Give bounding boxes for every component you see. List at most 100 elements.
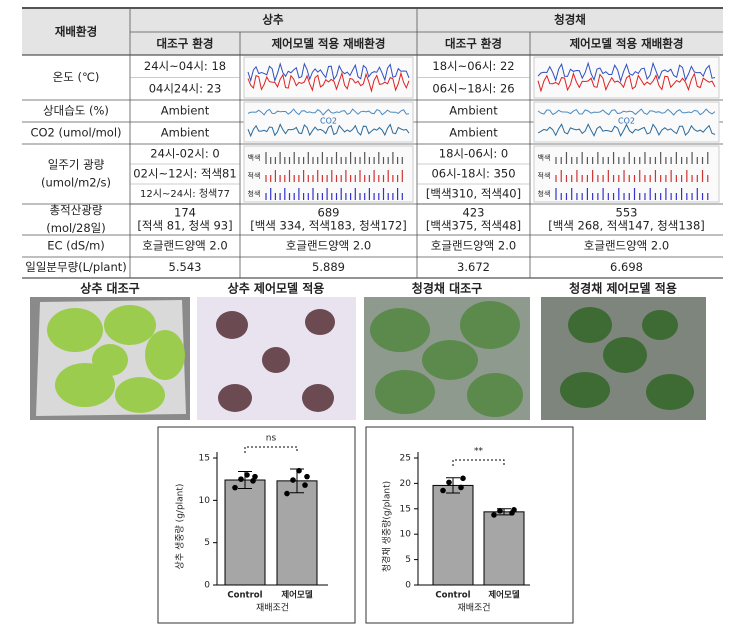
env-graph <box>533 145 720 203</box>
y-tick-label: 0 <box>204 581 210 591</box>
row-label: EC (dS/m) <box>47 239 105 253</box>
env-graph <box>243 145 414 203</box>
graph-label: 백색 <box>538 153 551 162</box>
cell-text: 12시~24시: 청색77 <box>140 188 230 200</box>
cell-text: 689 <box>318 206 340 220</box>
data-point <box>250 478 256 484</box>
sub-header: 대조구 환경 <box>157 37 214 51</box>
data-point <box>491 512 497 518</box>
bokchoy <box>560 307 694 410</box>
graph-label: CO2 <box>618 117 635 126</box>
y-tick-label: 15 <box>400 504 411 514</box>
data-point <box>244 472 250 478</box>
cell-text: 423 <box>463 206 485 220</box>
y-tick-label: 10 <box>199 496 211 506</box>
photo-caption: 상추 제어모델 적용 <box>228 281 325 296</box>
row-label: (umol/m2/s) <box>41 176 111 190</box>
data-point <box>458 484 464 491</box>
data-point <box>304 473 310 480</box>
env-graph-line <box>247 123 410 138</box>
data-point <box>511 507 517 513</box>
cell-text: [백색310, 적색40] <box>426 187 521 201</box>
sub-header: 대조구 환경 <box>445 37 502 51</box>
cell-text: 553 <box>616 206 638 220</box>
annotation: ns <box>266 434 277 444</box>
cell-text: 02시~12시: 적색81 <box>133 167 236 181</box>
bar <box>432 484 474 586</box>
env-graph-line <box>537 61 716 83</box>
table-header: 재배환경 <box>55 25 97 39</box>
error-bar <box>446 477 460 494</box>
env-graph-line <box>537 123 716 137</box>
x-axis-label: 재배조건 <box>457 603 490 614</box>
cell-text: Ambient <box>449 126 498 140</box>
graph-label: CO2 <box>320 117 337 126</box>
env-graph-line <box>247 71 410 93</box>
y-tick-label: 15 <box>199 454 210 464</box>
chart-frame <box>157 426 356 624</box>
row-label: (mol/28일) <box>46 221 106 235</box>
photos <box>30 297 706 420</box>
y-tick-label: 0 <box>405 581 411 591</box>
row-label: CO2 (umol/mol) <box>30 126 121 140</box>
y-tick-label: 20 <box>400 479 412 489</box>
data-point <box>302 482 308 488</box>
env-graph-line <box>247 62 410 83</box>
bokchoy <box>370 301 523 417</box>
row-label: 온도 (℃) <box>53 70 100 84</box>
cell-text: 06시~18시: 26 <box>432 81 514 95</box>
x-tick-label: 제어모델 <box>488 590 519 601</box>
row-label: 일주기 광량 <box>48 158 105 172</box>
photo-caption: 청경채 제어모델 적용 <box>569 281 677 296</box>
photo-caption: 상추 대조구 <box>80 281 139 296</box>
row-label: 상대습도 (%) <box>43 104 109 118</box>
data-point <box>290 477 296 483</box>
cell-text: 3.672 <box>457 260 490 274</box>
lettuce <box>47 305 185 413</box>
cell-text: Ambient <box>449 104 498 118</box>
bar <box>483 511 525 586</box>
env-graph-line <box>537 108 716 116</box>
data-point <box>238 476 244 482</box>
y-tick-label: 25 <box>400 454 411 464</box>
cell-text: 호글랜드양액 2.0 <box>142 239 227 253</box>
cell-text: 6.698 <box>610 260 643 274</box>
sub-header: 제어모델 적용 재배환경 <box>272 37 386 51</box>
data-point <box>497 508 503 514</box>
data-point <box>460 475 466 482</box>
cell-text: [백색 268, 적색147, 청색138] <box>548 219 705 233</box>
x-axis-label: 재배조건 <box>256 603 289 614</box>
group-header: 상추 <box>262 13 284 27</box>
cell-text: Ambient <box>161 126 210 140</box>
significance-bracket <box>244 446 298 453</box>
cell-text: 24시-02시: 0 <box>150 147 219 161</box>
table-header-bg <box>22 8 723 55</box>
y-tick-label: 10 <box>400 530 412 540</box>
cell-text: 5.889 <box>312 260 345 274</box>
annotation: ** <box>474 447 484 457</box>
cell-text: 174 <box>174 206 196 220</box>
row-label: 총적산광량 <box>50 203 103 217</box>
env-graph-line <box>537 71 716 93</box>
data-point <box>296 467 302 474</box>
env-graph-line <box>247 108 410 116</box>
cell-text: 호글랜드양액 2.0 <box>286 239 371 253</box>
y-tick-label: 5 <box>405 555 411 565</box>
data-point <box>252 473 258 480</box>
graph-label: 적색 <box>538 171 551 180</box>
cell-text: 04시24시: 23 <box>149 81 222 95</box>
significance-bracket <box>452 459 505 466</box>
cell-text: 18시~06시: 22 <box>432 59 514 73</box>
cell-text: 06시-18시: 350 <box>431 167 515 181</box>
cell-text: 24시~04시: 18 <box>144 59 226 73</box>
cell-text: Ambient <box>161 104 210 118</box>
graph-label: 청색 <box>538 189 551 198</box>
y-axis-label: 청경채 생중량(g/plant) <box>381 481 393 572</box>
cell-text: 호글랜드양액 2.0 <box>584 239 669 253</box>
x-tick-label: 제어모델 <box>281 590 312 601</box>
lettuce <box>216 309 335 412</box>
data-point <box>232 484 238 491</box>
x-tick-label: Control <box>227 591 262 601</box>
y-axis-label: 상추 생중량 (g/plant) <box>174 484 186 570</box>
